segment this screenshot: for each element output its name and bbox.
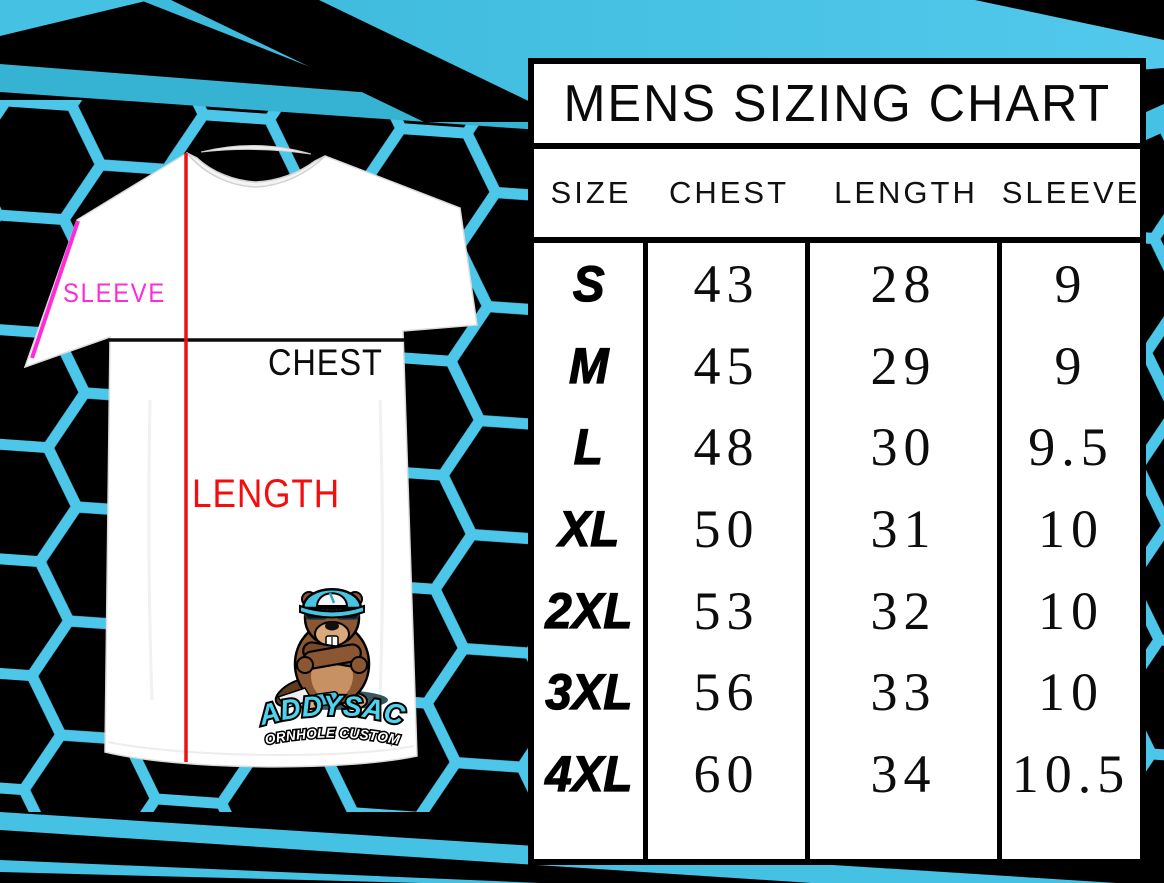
collar-band bbox=[186, 152, 326, 188]
table-cell: 45 bbox=[693, 335, 760, 396]
header-chest: CHEST bbox=[668, 175, 790, 210]
right-edge-cyan-sliver bbox=[1146, 104, 1164, 140]
table-cell: 31 bbox=[870, 499, 937, 560]
header-sleeve: SLEEVE bbox=[1001, 175, 1141, 210]
table-cell: 32 bbox=[870, 580, 937, 641]
table-cell: 60 bbox=[693, 744, 760, 805]
table-cell: 9 bbox=[1054, 253, 1088, 314]
table-cell: M bbox=[568, 337, 609, 394]
fold-line bbox=[378, 399, 384, 701]
bottom-corner-sliver bbox=[0, 860, 540, 883]
beaver-nose bbox=[325, 621, 339, 631]
table-header-row: SIZE CHEST LENGTH SLEEVE bbox=[528, 143, 1146, 243]
table-cell: 56 bbox=[693, 662, 760, 723]
header-length: LENGTH bbox=[834, 175, 978, 210]
table-cell: 53 bbox=[693, 580, 760, 641]
table-cell: 50 bbox=[693, 499, 760, 560]
table-cell: 30 bbox=[870, 417, 937, 478]
fold-line bbox=[147, 399, 154, 701]
collar-back bbox=[200, 144, 312, 155]
table-cell: 28 bbox=[870, 253, 937, 314]
top-thin-cyan-stripe bbox=[0, 64, 540, 130]
table-cell: XL bbox=[558, 500, 620, 558]
size-column: S M L XL 2XL 3XL 4XL bbox=[534, 243, 648, 859]
table-cell: 10 bbox=[1038, 580, 1104, 641]
table-cell: 2XL bbox=[544, 582, 633, 639]
table-cell: 10 bbox=[1038, 499, 1104, 560]
table-cell: 3XL bbox=[544, 664, 633, 721]
sizing-table: MENS SIZING CHART SIZE CHEST LENGTH SLEE… bbox=[528, 58, 1146, 865]
crossed-arms bbox=[296, 641, 368, 674]
sleeve-measure-label: SLEEVE bbox=[63, 278, 167, 308]
top-black-stripe-left bbox=[171, 0, 572, 122]
table-title: MENS SIZING CHART bbox=[563, 74, 1111, 133]
table-cell: 48 bbox=[693, 417, 760, 478]
top-left-cyan-wedge bbox=[0, 0, 150, 36]
table-cell: 29 bbox=[870, 335, 937, 396]
hem-stitch bbox=[107, 741, 415, 757]
length-measure-label: LENGTH bbox=[192, 472, 341, 516]
table-cell: 9 bbox=[1054, 335, 1088, 396]
table-cell: L bbox=[573, 419, 604, 476]
table-cell: 10 bbox=[1038, 662, 1104, 723]
length-column: 28 29 30 31 32 33 34 bbox=[810, 243, 1002, 859]
white-towel bbox=[276, 687, 314, 709]
tshirt-graphic bbox=[23, 144, 478, 768]
table-body: S M L XL 2XL 3XL 4XL 43 45 48 50 53 56 6… bbox=[528, 237, 1146, 865]
table-cell: 9.5 bbox=[1028, 417, 1114, 478]
chest-column: 43 45 48 50 53 56 60 bbox=[648, 243, 810, 859]
teal-bag bbox=[312, 691, 340, 707]
top-black-stripe-right bbox=[975, 0, 1164, 40]
chest-measure-label: CHEST bbox=[268, 342, 383, 383]
header-size: SIZE bbox=[550, 175, 632, 210]
sleeve-column: 9 9 9.5 10 10 10 10.5 bbox=[1002, 243, 1140, 859]
trucker-cap bbox=[299, 588, 365, 619]
sleeve-line bbox=[30, 220, 80, 359]
table-cell: 4XL bbox=[544, 746, 633, 803]
table-cell: 34 bbox=[870, 744, 937, 805]
table-cell: 10.5 bbox=[1011, 744, 1131, 805]
table-title-box: MENS SIZING CHART bbox=[528, 58, 1146, 149]
table-cell: 43 bbox=[693, 253, 760, 314]
table-cell: 33 bbox=[870, 662, 937, 723]
table-cell: S bbox=[572, 255, 605, 312]
